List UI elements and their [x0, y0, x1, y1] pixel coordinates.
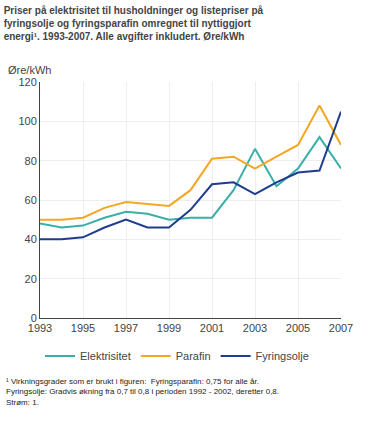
svg-text:Priser på elektrisitet til hus: Priser på elektrisitet til husholdninger… — [4, 5, 264, 42]
svg-text:Øre/kWh: Øre/kWh — [8, 64, 51, 76]
svg-text:60: 60 — [25, 194, 37, 206]
svg-text:2003: 2003 — [243, 322, 267, 334]
svg-text:2007: 2007 — [329, 322, 353, 334]
svg-text:120: 120 — [18, 76, 36, 88]
svg-text:1993: 1993 — [28, 322, 52, 334]
svg-text:Fyringsolje: Fyringsolje — [256, 350, 309, 362]
svg-text:100: 100 — [18, 115, 36, 127]
svg-text:1995: 1995 — [71, 322, 95, 334]
svg-text:2005: 2005 — [286, 322, 310, 334]
svg-text:2001: 2001 — [200, 322, 224, 334]
svg-text:80: 80 — [25, 155, 37, 167]
svg-text:¹ Virkningsgrader som er brukt: ¹ Virkningsgrader som er brukt i figuren… — [6, 377, 279, 407]
svg-text:0: 0 — [31, 312, 37, 324]
svg-text:40: 40 — [25, 233, 37, 245]
svg-text:Parafin: Parafin — [176, 350, 211, 362]
svg-text:1999: 1999 — [157, 322, 181, 334]
svg-text:Elektrisitet: Elektrisitet — [80, 350, 131, 362]
svg-text:20: 20 — [25, 273, 37, 285]
svg-text:1997: 1997 — [114, 322, 138, 334]
